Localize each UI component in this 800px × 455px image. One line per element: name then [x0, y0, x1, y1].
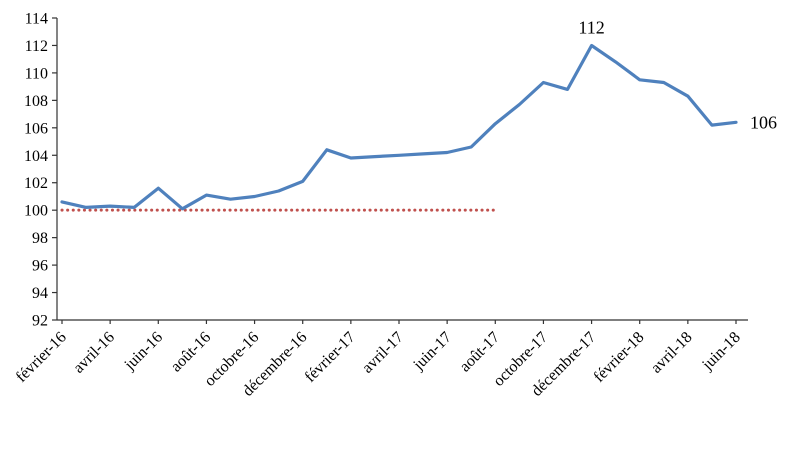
y-axis-tick-label: 102 [24, 175, 48, 192]
y-axis-tick-label: 98 [32, 230, 48, 247]
x-axis-tick-label: avril-17 [359, 329, 407, 377]
x-axis-tick-label: juin-18 [698, 329, 743, 374]
x-axis-tick-label: avril-16 [70, 329, 118, 377]
y-axis-tick-label: 100 [24, 203, 48, 220]
y-axis-tick-label: 112 [25, 38, 48, 55]
y-axis-tick-label: 106 [24, 120, 48, 137]
data-label: 112 [578, 17, 604, 37]
x-axis-tick-label: juin-16 [121, 329, 166, 374]
y-axis-tick-label: 94 [32, 285, 48, 302]
x-axis-tick-label: février-17 [302, 329, 359, 386]
y-axis-tick-label: 104 [24, 148, 48, 165]
x-axis-tick-label: août-16 [168, 329, 215, 376]
x-axis-tick-label: avril-18 [648, 329, 696, 377]
y-axis-tick-label: 108 [24, 93, 48, 110]
y-axis-tick-label: 96 [32, 258, 48, 275]
x-axis-tick-label: février-16 [13, 329, 70, 386]
x-axis-tick-label: juin-17 [410, 329, 455, 374]
series-line [60, 43, 738, 211]
y-axis-tick-label: 110 [25, 65, 48, 82]
data-label: 106 [750, 112, 777, 132]
y-axis-tick-label: 92 [32, 313, 48, 330]
y-axis-tick-label: 114 [25, 11, 48, 28]
x-axis-tick-label: février-18 [591, 329, 648, 386]
x-axis-tick-label: août-17 [457, 329, 504, 376]
